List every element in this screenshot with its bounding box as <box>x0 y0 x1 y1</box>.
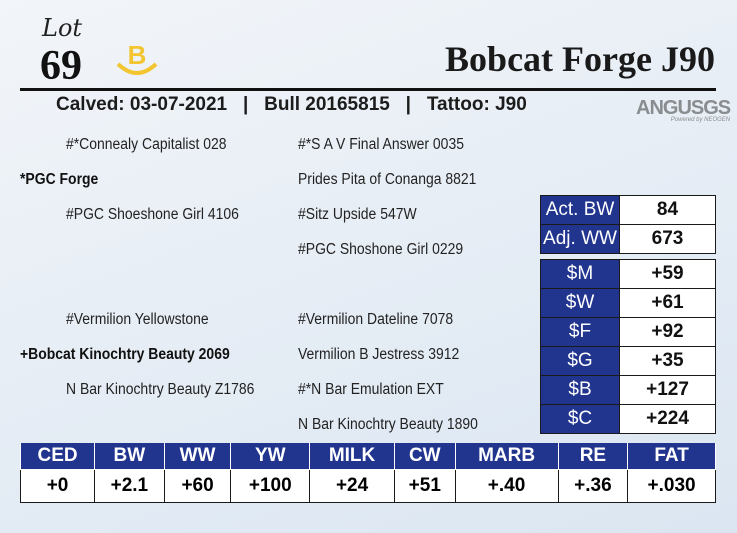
epd-value: +0 <box>19 469 96 503</box>
index-label: $F <box>540 317 620 347</box>
epd-label: CW <box>394 443 456 470</box>
pedigree-dam: +Bobcat Kinochtry Beauty 2069 <box>20 346 230 363</box>
epd-label: FAT <box>627 443 716 470</box>
index-label: $C <box>540 404 620 434</box>
epd-value: +24 <box>309 469 396 503</box>
index-value: +92 <box>619 317 716 347</box>
pedigree-entry: Vermilion B Jestress 3912 <box>298 346 460 363</box>
divider <box>20 88 716 91</box>
weights-table: Act. BW 84 Adj. WW 673 <box>540 195 716 254</box>
index-label: $G <box>540 346 620 376</box>
weight-value: 673 <box>619 224 716 254</box>
weight-value: 84 <box>619 195 716 225</box>
pedigree-sire: *PGC Forge <box>20 171 99 188</box>
pedigree-entry: #*N Bar Emulation EXT <box>298 381 444 398</box>
separator: | <box>242 94 249 115</box>
table-row: $G +35 <box>540 346 716 376</box>
table-row: Act. BW 84 <box>540 195 716 225</box>
pedigree-sire-dam: #PGC Shoeshone Girl 4106 <box>66 206 239 223</box>
index-value: +35 <box>619 346 716 376</box>
epd-value: +60 <box>163 469 232 503</box>
epd-label: RE <box>557 443 629 470</box>
pedigree-dam-sire: #Vermilion Yellowstone <box>66 311 209 328</box>
epd-value: +51 <box>394 469 456 503</box>
epd-value-row: +0 +2.1 +60 +100 +24 +51 +.40 +.36 +.030 <box>19 469 716 503</box>
table-row: $B +127 <box>540 375 716 405</box>
angus-gs-logo: ANGUSGS Powered by NEOGEN <box>636 97 731 123</box>
index-value: +61 <box>619 288 716 318</box>
breeder-logo-icon: B <box>116 40 158 75</box>
epd-label: MARB <box>454 443 559 470</box>
lot-label: Lot <box>42 14 83 42</box>
animal-info: Calved: 03-07-2021 | Bull 20165815 | Tat… <box>56 94 527 116</box>
index-table: $M +59 $W +61 $F +92 $G +35 $B +127 $C +224 <box>540 259 716 434</box>
index-value: +127 <box>619 375 716 405</box>
epd-label: CED <box>19 443 96 470</box>
lot-number: 69 <box>40 43 82 89</box>
index-label: $B <box>540 375 620 405</box>
epd-value: +.40 <box>454 469 559 503</box>
calved-date: Calved: 03-07-2021 <box>56 94 228 115</box>
index-label: $M <box>540 259 620 289</box>
epd-label: YW <box>230 443 311 470</box>
pedigree-entry: #PGC Shoshone Girl 0229 <box>298 241 464 258</box>
epd-value: +.030 <box>627 469 716 503</box>
epd-value: +.36 <box>557 469 629 503</box>
pedigree-entry: #Vermilion Dateline 7078 <box>298 311 454 328</box>
tattoo: Tattoo: J90 <box>426 94 527 115</box>
index-label: $W <box>540 288 620 318</box>
epd-label: WW <box>163 443 232 470</box>
animal-name: Bobcat Forge J90 <box>445 39 715 79</box>
pedigree-entry: Prides Pita of Conanga 8821 <box>298 171 477 188</box>
pedigree-entry: #Sitz Upside 547W <box>298 206 417 223</box>
table-row: $C +224 <box>540 404 716 434</box>
pedigree-entry: #*S A V Final Answer 0035 <box>298 136 464 153</box>
table-row: Adj. WW 673 <box>540 224 716 254</box>
epd-label: MILK <box>309 443 396 470</box>
epd-header-row: CED BW WW YW MILK CW MARB RE FAT <box>19 443 716 470</box>
epd-value: +100 <box>230 469 311 503</box>
weight-label: Adj. WW <box>540 224 620 254</box>
pedigree-entry: N Bar Kinochtry Beauty 1890 <box>298 416 478 433</box>
epd-value: +2.1 <box>94 469 165 503</box>
weight-label: Act. BW <box>540 195 620 225</box>
epd-label: BW <box>94 443 165 470</box>
separator: | <box>405 94 411 115</box>
pedigree-dam-dam: N Bar Kinochtry Beauty Z1786 <box>66 381 255 398</box>
registration-number: Bull 20165815 <box>264 94 390 115</box>
table-row: $F +92 <box>540 317 716 347</box>
table-row: $M +59 <box>540 259 716 289</box>
svg-text:B: B <box>128 40 147 70</box>
index-value: +224 <box>619 404 716 434</box>
epd-table: CED BW WW YW MILK CW MARB RE FAT +0 +2.1 +60 +100 +2… <box>19 443 716 503</box>
index-value: +59 <box>619 259 716 289</box>
table-row: $W +61 <box>540 288 716 318</box>
pedigree-sire-sire: #*Connealy Capitalist 028 <box>66 136 227 153</box>
